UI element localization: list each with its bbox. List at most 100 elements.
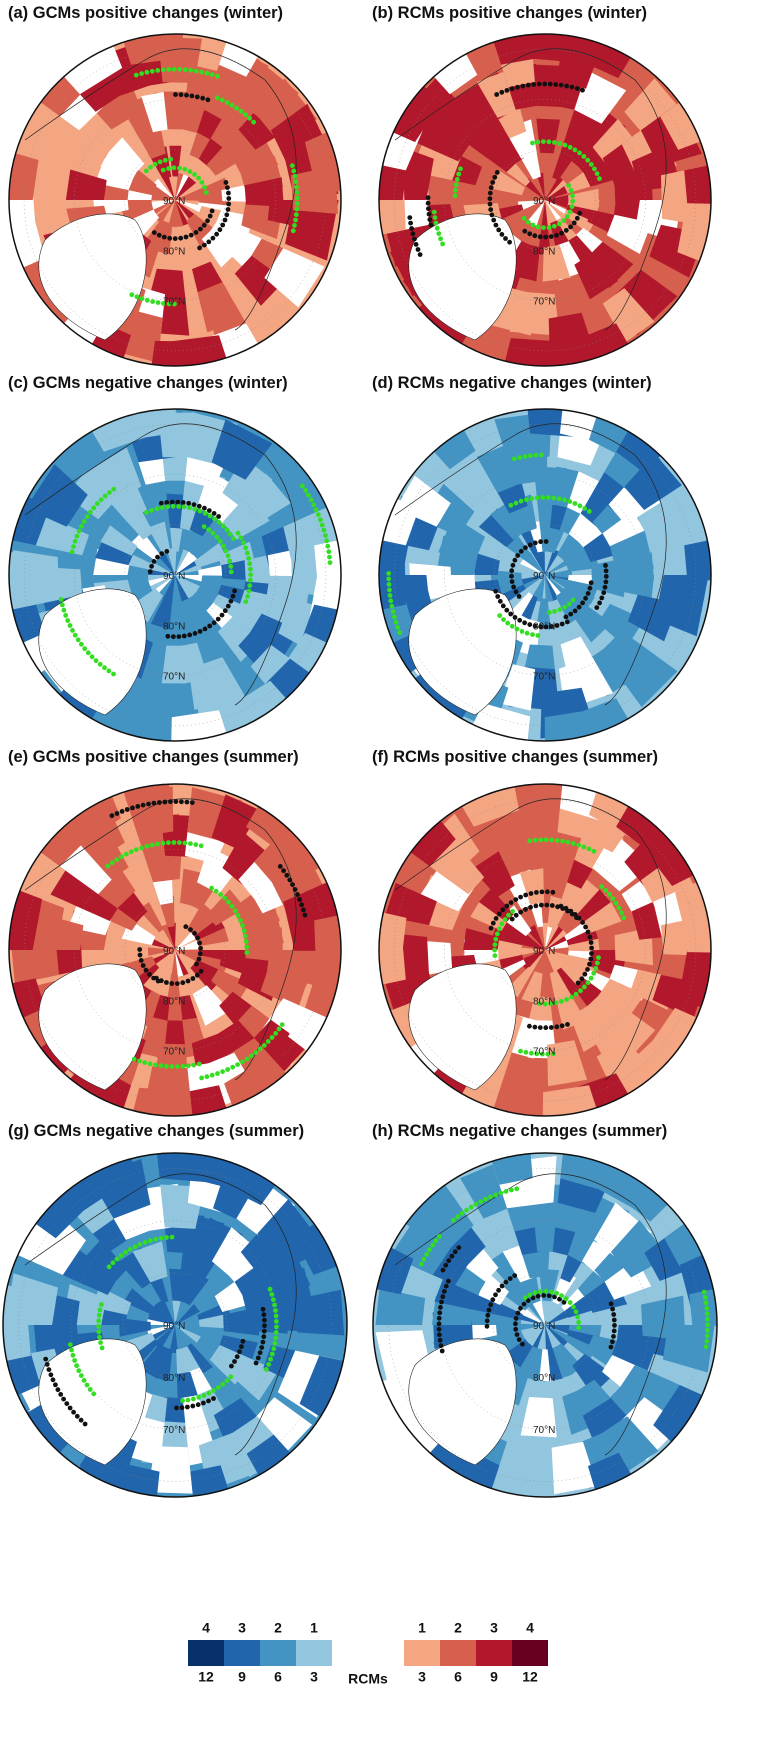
marker-dot (65, 618, 70, 623)
marker-dot (198, 629, 203, 634)
marker-dot (153, 1063, 158, 1068)
marker-dot (47, 1367, 52, 1372)
latitude-label: 80°N (163, 996, 185, 1007)
marker-dot (230, 103, 235, 108)
marker-dot (206, 527, 211, 532)
marker-dot (245, 1057, 250, 1062)
colorbar-cell (224, 1640, 260, 1666)
marker-dot (514, 589, 519, 594)
marker-dot (704, 1301, 709, 1306)
latitude-label: 80°N (163, 1373, 185, 1384)
marker-dot (534, 453, 539, 458)
marker-dot (537, 82, 542, 87)
marker-dot (85, 1383, 90, 1388)
marker-dot (485, 1324, 490, 1329)
marker-dot (71, 1353, 76, 1358)
marker-dot (604, 580, 609, 585)
colorbar-bottom-label: 12 (198, 1669, 214, 1685)
marker-dot (169, 981, 174, 986)
marker-dot (544, 903, 549, 908)
marker-dot (98, 662, 103, 667)
marker-dot (426, 206, 431, 211)
marker-dot (148, 569, 153, 574)
marker-dot (437, 1310, 442, 1315)
marker-dot (327, 555, 332, 560)
marker-dot (531, 223, 536, 228)
marker-dot (426, 201, 431, 206)
marker-dot (588, 586, 593, 591)
colorbar-cell (440, 1640, 476, 1666)
marker-dot (235, 1062, 240, 1067)
marker-dot (542, 82, 547, 87)
colorbar-cell (260, 1640, 296, 1666)
marker-dot (216, 617, 221, 622)
marker-dot (510, 579, 515, 584)
marker-dot (273, 1031, 278, 1036)
marker-dot (228, 564, 233, 569)
marker-dot (499, 90, 504, 95)
colorbar-top-label: 4 (526, 1620, 534, 1636)
marker-dot (540, 495, 545, 500)
marker-dot (229, 599, 234, 604)
marker-dot (83, 1422, 88, 1427)
marker-dot (419, 1262, 424, 1267)
marker-dot (189, 233, 194, 238)
marker-dot (114, 857, 119, 862)
marker-dot (386, 571, 391, 576)
marker-dot (170, 1235, 175, 1240)
marker-dot (226, 191, 231, 196)
marker-dot (64, 1401, 69, 1406)
marker-dot (498, 1191, 503, 1196)
marker-dot (589, 940, 594, 945)
marker-dot (437, 1332, 442, 1337)
marker-dot (538, 838, 543, 843)
marker-dot (145, 298, 150, 303)
marker-dot (610, 1339, 615, 1344)
marker-dot (63, 613, 68, 618)
marker-dot (589, 580, 594, 585)
marker-dot (437, 1234, 442, 1239)
marker-dot (270, 1352, 275, 1357)
marker-dot (192, 502, 197, 507)
marker-dot (705, 1317, 710, 1322)
marker-dot (68, 1406, 73, 1411)
marker-dot (259, 1345, 264, 1350)
marker-dot (195, 95, 200, 100)
marker-dot (325, 544, 330, 549)
marker-dot (490, 1297, 495, 1302)
marker-dot (281, 868, 286, 873)
marker-dot (125, 807, 130, 812)
marker-dot (528, 1293, 533, 1298)
marker-dot (161, 67, 166, 72)
colorbar-top-label: 1 (310, 1620, 318, 1636)
marker-dot (157, 233, 162, 238)
marker-dot (533, 1025, 538, 1030)
marker-dot (557, 496, 562, 501)
marker-dot (137, 1059, 142, 1064)
marker-dot (215, 74, 220, 79)
marker-dot (161, 841, 166, 846)
marker-dot (148, 165, 153, 170)
colorbar-top-label: 2 (274, 1620, 282, 1636)
panel-title: (a) GCMs positive changes (winter) (8, 4, 283, 22)
marker-dot (205, 218, 210, 223)
marker-dot (514, 501, 519, 506)
marker-dot (574, 992, 579, 997)
marker-dot (186, 501, 191, 506)
marker-dot (529, 891, 534, 896)
marker-dot (79, 1418, 84, 1423)
marker-dot (397, 630, 402, 635)
marker-dot (560, 622, 565, 627)
marker-dot (565, 214, 570, 219)
marker-dot (523, 545, 528, 550)
marker-dot (595, 171, 600, 176)
marker-dot (514, 913, 519, 918)
marker-dot (195, 936, 200, 941)
marker-dot (59, 597, 64, 602)
marker-dot (478, 1199, 483, 1204)
marker-dot (277, 1027, 282, 1032)
marker-dot (102, 665, 107, 670)
marker-dot (520, 84, 525, 89)
colorbar-top-label: 3 (490, 1620, 498, 1636)
marker-dot (604, 574, 609, 579)
